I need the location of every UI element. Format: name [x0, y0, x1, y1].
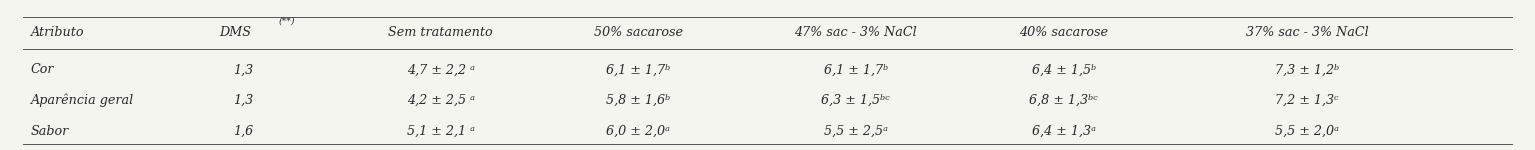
- Text: 1,3: 1,3: [233, 94, 253, 107]
- Text: 5,5 ± 2,0ᵃ: 5,5 ± 2,0ᵃ: [1276, 125, 1339, 138]
- Text: 4,2 ± 2,5 ᵃ: 4,2 ± 2,5 ᵃ: [407, 94, 474, 107]
- Text: 5,8 ± 1,6ᵇ: 5,8 ± 1,6ᵇ: [606, 94, 671, 107]
- Text: 6,3 ± 1,5ᵇᶜ: 6,3 ± 1,5ᵇᶜ: [821, 94, 890, 107]
- Text: 5,1 ± 2,1 ᵃ: 5,1 ± 2,1 ᵃ: [407, 125, 474, 138]
- Text: 37% sac - 3% NaCl: 37% sac - 3% NaCl: [1245, 26, 1368, 39]
- Text: 1,3: 1,3: [233, 63, 253, 76]
- Text: Sem tratamento: Sem tratamento: [388, 26, 493, 39]
- Text: 4,7 ± 2,2 ᵃ: 4,7 ± 2,2 ᵃ: [407, 63, 474, 76]
- Text: 6,1 ± 1,7ᵇ: 6,1 ± 1,7ᵇ: [823, 63, 887, 76]
- Text: Aparência geral: Aparência geral: [31, 94, 134, 107]
- Text: Atributo: Atributo: [31, 26, 84, 39]
- Text: 6,0 ± 2,0ᵃ: 6,0 ± 2,0ᵃ: [606, 125, 671, 138]
- Text: 6,4 ± 1,5ᵇ: 6,4 ± 1,5ᵇ: [1032, 63, 1096, 76]
- Text: 50% sacarose: 50% sacarose: [594, 26, 683, 39]
- Text: 6,1 ± 1,7ᵇ: 6,1 ± 1,7ᵇ: [606, 63, 671, 76]
- Text: 6,8 ± 1,3ᵇᶜ: 6,8 ± 1,3ᵇᶜ: [1030, 94, 1098, 107]
- Text: 40% sacarose: 40% sacarose: [1019, 26, 1108, 39]
- Text: 7,3 ± 1,2ᵇ: 7,3 ± 1,2ᵇ: [1276, 63, 1339, 76]
- Text: 6,4 ± 1,3ᵃ: 6,4 ± 1,3ᵃ: [1032, 125, 1096, 138]
- Text: 47% sac - 3% NaCl: 47% sac - 3% NaCl: [794, 26, 916, 39]
- Text: Sabor: Sabor: [31, 125, 69, 138]
- Text: Cor: Cor: [31, 63, 54, 76]
- Text: 5,5 ± 2,5ᵃ: 5,5 ± 2,5ᵃ: [824, 125, 887, 138]
- Text: DMS: DMS: [220, 26, 252, 39]
- Text: 1,6: 1,6: [233, 125, 253, 138]
- Text: (**): (**): [278, 16, 295, 25]
- Text: 7,2 ± 1,3ᶜ: 7,2 ± 1,3ᶜ: [1276, 94, 1339, 107]
